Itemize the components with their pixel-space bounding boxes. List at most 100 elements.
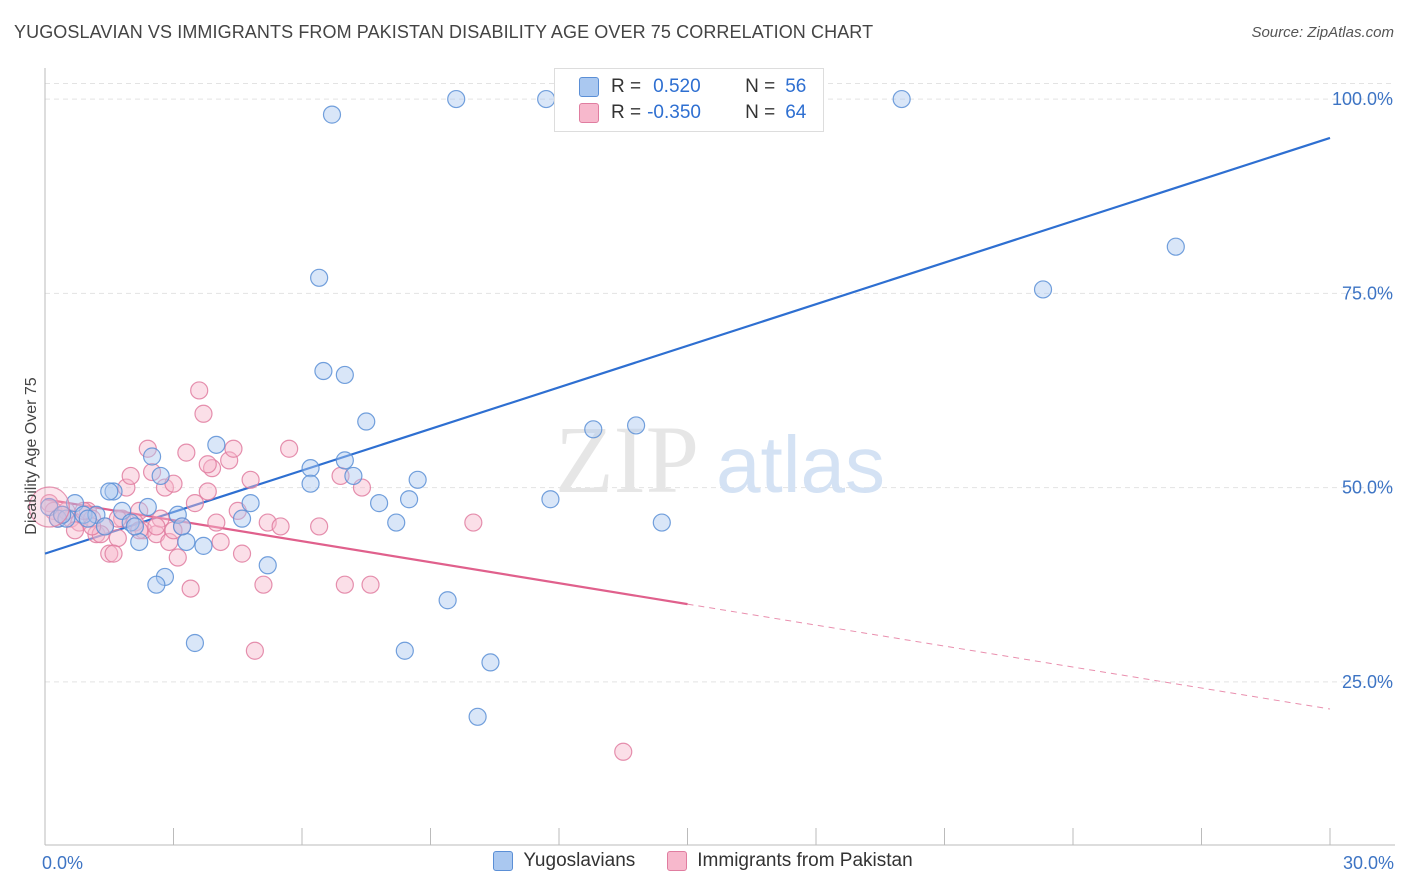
point-yugoslavians bbox=[335, 365, 354, 385]
point-yugoslavians bbox=[1166, 237, 1185, 256]
point-yugoslavians bbox=[344, 466, 363, 486]
point-cluster-origin bbox=[28, 486, 70, 528]
point-yugoslavians bbox=[541, 490, 560, 509]
point-yugoslavians bbox=[1033, 280, 1053, 299]
point-yugoslavians bbox=[310, 268, 329, 287]
trend-line-yugoslavians bbox=[44, 136, 1331, 555]
point-pakistan bbox=[100, 544, 119, 563]
point-pakistan bbox=[207, 513, 226, 532]
trend-line-pakistan-extrapolated bbox=[687, 603, 1331, 710]
point-yugoslavians bbox=[151, 466, 170, 486]
point-pakistan bbox=[177, 443, 196, 462]
point-yugoslavians bbox=[322, 105, 342, 124]
point-yugoslavians bbox=[95, 517, 115, 536]
point-yugoslavians bbox=[314, 361, 333, 381]
point-pakistan bbox=[147, 517, 166, 536]
series-legend-yugoslavians: Yugoslavians bbox=[493, 850, 635, 872]
point-pakistan bbox=[181, 579, 200, 598]
x-tick-label-max: 30.0% bbox=[1343, 853, 1394, 873]
point-pakistan bbox=[121, 466, 140, 486]
point-yugoslavians bbox=[468, 707, 487, 726]
point-yugoslavians bbox=[652, 513, 671, 532]
watermark: ZIP atlas bbox=[555, 406, 885, 513]
series-legend-pakistan: Immigrants from Pakistan bbox=[667, 850, 913, 872]
legend-n-value: 56 bbox=[785, 76, 807, 97]
point-yugoslavians bbox=[232, 509, 252, 528]
point-yugoslavians bbox=[241, 494, 260, 513]
chart-source: Source: ZipAtlas.com bbox=[1251, 24, 1394, 41]
legend-n-label: N = bbox=[745, 76, 776, 97]
point-yugoslavians bbox=[301, 474, 320, 493]
point-pakistan bbox=[310, 517, 329, 536]
point-pakistan bbox=[361, 575, 380, 594]
point-yugoslavians bbox=[125, 517, 145, 536]
point-pakistan bbox=[104, 544, 123, 563]
watermark-atlas: atlas bbox=[716, 420, 885, 509]
watermark-zip: ZIP bbox=[555, 406, 699, 513]
data-points bbox=[28, 89, 1185, 761]
point-pakistan bbox=[241, 470, 260, 489]
point-pakistan bbox=[142, 462, 162, 482]
point-pakistan bbox=[464, 513, 483, 532]
point-pakistan bbox=[224, 439, 243, 458]
series-legend: Yugoslavians Immigrants from Pakistan bbox=[0, 850, 1406, 872]
point-yugoslavians bbox=[370, 494, 389, 513]
point-pakistan bbox=[335, 575, 354, 594]
point-pakistan bbox=[220, 451, 239, 470]
x-axis-ticks bbox=[44, 828, 1331, 845]
legend-n-label: N = bbox=[745, 102, 776, 123]
legend-row-pakistan: R = -0.350 N = 64 bbox=[555, 100, 806, 126]
point-yugoslavians bbox=[395, 641, 414, 660]
point-yugoslavians bbox=[481, 653, 500, 672]
y-tick-label: 25.0% bbox=[1342, 672, 1393, 692]
point-pakistan bbox=[155, 478, 175, 497]
point-yugoslavians bbox=[399, 490, 419, 509]
point-pakistan bbox=[198, 455, 217, 474]
y-tick-label: 75.0% bbox=[1342, 283, 1393, 303]
point-yugoslavians bbox=[177, 532, 196, 552]
point-yugoslavians bbox=[78, 509, 97, 528]
series-legend-label: Yugoslavians bbox=[523, 850, 636, 871]
legend-r-label: R = bbox=[611, 76, 642, 97]
point-pakistan bbox=[194, 404, 213, 423]
point-pakistan bbox=[614, 742, 633, 761]
point-yugoslavians bbox=[194, 536, 213, 555]
point-yugoslavians bbox=[172, 517, 192, 536]
point-yugoslavians bbox=[147, 575, 166, 594]
x-tick-label-min: 0.0% bbox=[42, 853, 83, 873]
point-pakistan bbox=[280, 439, 299, 458]
legend-swatch-pakistan bbox=[579, 103, 599, 123]
point-yugoslavians bbox=[185, 633, 205, 653]
point-yugoslavians bbox=[408, 470, 427, 489]
point-yugoslavians bbox=[447, 89, 466, 109]
point-yugoslavians bbox=[130, 532, 149, 552]
point-pakistan bbox=[232, 544, 252, 563]
y-axis-label: Disability Age Over 75 bbox=[23, 377, 40, 535]
y-tick-label: 50.0% bbox=[1342, 478, 1393, 498]
point-pakistan bbox=[245, 641, 264, 660]
point-pakistan bbox=[198, 482, 217, 501]
point-yugoslavians bbox=[301, 459, 320, 478]
point-pakistan bbox=[211, 532, 230, 552]
y-tick-label: 100.0% bbox=[1332, 89, 1393, 109]
point-pakistan bbox=[185, 494, 205, 513]
point-yugoslavians bbox=[104, 482, 123, 501]
point-yugoslavians bbox=[168, 505, 187, 524]
series-swatch-pakistan bbox=[667, 851, 688, 871]
point-yugoslavians bbox=[53, 505, 72, 524]
point-yugoslavians bbox=[584, 420, 603, 439]
point-yugoslavians bbox=[138, 497, 157, 517]
legend-n-value: 64 bbox=[785, 102, 807, 123]
point-yugoslavians bbox=[100, 482, 119, 501]
point-yugoslavians bbox=[892, 89, 911, 109]
legend-r-value: 0.520 bbox=[653, 76, 701, 97]
point-yugoslavians bbox=[626, 416, 646, 435]
legend-r-value: -0.350 bbox=[647, 102, 701, 123]
grid-lines bbox=[45, 83, 1395, 683]
point-yugoslavians bbox=[438, 591, 457, 610]
series-swatch-yugoslavians bbox=[493, 851, 514, 871]
point-yugoslavians bbox=[207, 435, 226, 454]
correlation-legend: R = 0.520 N = 56 R = -0.350 N = 64 bbox=[554, 68, 824, 132]
legend-row-yugoslavians: R = 0.520 N = 56 bbox=[555, 74, 806, 100]
point-yugoslavians bbox=[335, 451, 354, 470]
